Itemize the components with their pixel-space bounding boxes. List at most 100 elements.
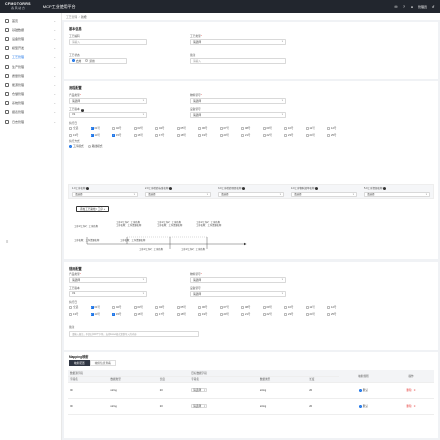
sidebar-item-7[interactable]: 能源管理 ⌄	[0, 80, 61, 89]
help-icon[interactable]: ?	[242, 186, 246, 190]
day-checkbox[interactable]: 13号	[69, 133, 91, 137]
help-icon[interactable]: ?	[403, 4, 405, 9]
sidebar-item-8[interactable]: 仓储管理 ⌄	[0, 90, 61, 99]
day-checkbox[interactable]: 24号	[305, 133, 328, 137]
day-checkbox[interactable]: 23号	[284, 133, 306, 137]
day-checkbox[interactable]: 04号	[155, 126, 177, 130]
equip-select[interactable]: 请选择 ▾	[190, 112, 286, 118]
day-checkbox[interactable]: 22号	[262, 312, 285, 316]
day-checkbox[interactable]: ✓ 14号	[90, 312, 113, 316]
trash-icon[interactable]: ✕	[413, 405, 416, 408]
user-icon[interactable]: ●	[410, 4, 414, 9]
brand-logo[interactable]: CFMOTORRS 春 风 动 力	[5, 2, 31, 10]
day-checkbox[interactable]: 25号	[327, 133, 349, 137]
day-checkbox[interactable]: 16号	[133, 312, 156, 316]
material-select[interactable]: 请选择 ▾	[190, 98, 286, 104]
day-checkbox[interactable]: 13号	[69, 312, 91, 316]
day-checkbox[interactable]: 17号	[155, 133, 177, 137]
day-checkbox[interactable]: 23号	[284, 312, 306, 316]
day-checkbox[interactable]: 07号	[219, 305, 242, 309]
sidebar-item-5[interactable]: 生产管理 ⌄	[0, 62, 61, 71]
sidebar-item-6[interactable]: 质量管理 ⌄	[0, 71, 61, 80]
day-checkbox[interactable]: 03号	[133, 126, 156, 130]
day-checkbox[interactable]: 18号	[176, 133, 199, 137]
bell-icon[interactable]: ✉	[394, 4, 398, 9]
help-icon[interactable]: ?	[169, 186, 173, 190]
rule-product-select[interactable]: 请选择 ▾	[69, 277, 147, 283]
status-off-radio[interactable]	[85, 59, 89, 63]
code-input[interactable]: 请输入	[69, 39, 147, 45]
rule-radio[interactable]	[358, 404, 362, 408]
rule-material-select[interactable]: 请选择 ▾	[190, 277, 286, 283]
day-checkbox[interactable]: ✓ 15号	[112, 312, 134, 316]
rule-version-select[interactable]: V1 ▾	[69, 291, 147, 297]
day-checkbox[interactable]: 25号	[327, 312, 349, 316]
rule-radio[interactable]	[358, 388, 362, 392]
day-checkbox[interactable]: 02号	[112, 305, 134, 309]
status-on-radio[interactable]	[72, 59, 75, 63]
help-icon[interactable]: ?	[86, 186, 90, 190]
sidebar-item-2[interactable]: 设备管理 ⌄	[0, 34, 61, 43]
sidebar-item-11[interactable]: 日志管理 ⌄	[0, 117, 61, 126]
day-checkbox[interactable]: ✓ 14号	[90, 133, 113, 137]
day-checkbox[interactable]: 21号	[241, 312, 263, 316]
help-icon[interactable]: ?	[80, 108, 84, 112]
day-checkbox[interactable]: 06号	[198, 305, 220, 309]
day-checkbox[interactable]: ✓ 01号	[90, 305, 113, 309]
day-checkbox[interactable]: 10号	[284, 305, 306, 309]
type-select[interactable]: 请选择 ▾	[190, 39, 286, 45]
sidebar-item-0[interactable]: 首页 ⌄	[0, 16, 61, 25]
day-checkbox[interactable]: 02号	[112, 126, 134, 130]
help-icon[interactable]: ?	[383, 186, 387, 190]
add-route-button[interactable]: 添加工艺路线 / 工序 +	[76, 206, 110, 212]
day-checkbox[interactable]: 05号	[176, 305, 199, 309]
stage-select[interactable]: 请选择 ▾	[145, 191, 211, 197]
logout-icon[interactable]: ↺	[431, 4, 435, 9]
sidebar-item-9[interactable]: 系统管理 ⌄	[0, 99, 61, 108]
day-checkbox[interactable]: 06号	[198, 126, 220, 130]
delete-button[interactable]: 删除	[406, 389, 412, 392]
day-checkbox[interactable]: 11号	[305, 126, 328, 130]
day-checkbox[interactable]: ✓ 01号	[90, 126, 113, 130]
day-checkbox[interactable]: 17号	[155, 312, 177, 316]
sidebar-item-3[interactable]: 模型开发 ⌄	[0, 44, 61, 53]
help-icon[interactable]: ?	[315, 186, 319, 190]
stage-select[interactable]: 请选择 ▾	[72, 191, 138, 197]
day-checkbox[interactable]: 03号	[133, 305, 156, 309]
day-checkbox[interactable]: 22号	[262, 133, 285, 137]
mode-route-radio[interactable]	[87, 144, 91, 148]
sidebar-item-1[interactable]: 基础数据 ⌄	[0, 25, 61, 34]
day-checkbox[interactable]: 19号	[198, 133, 220, 137]
day-checkbox[interactable]: 19号	[198, 312, 220, 316]
day-checkbox[interactable]: 07号	[219, 126, 242, 130]
dst-name-select[interactable]: 请选择 ▾	[191, 403, 208, 409]
day-checkbox[interactable]: 20号	[219, 133, 242, 137]
product-select[interactable]: 请选择 ▾	[69, 98, 147, 104]
version-select[interactable]: V1 ▾	[69, 112, 147, 118]
stage-select[interactable]: 请选择 ▾	[364, 191, 430, 197]
day-checkbox[interactable]: 24号	[305, 312, 328, 316]
rule-equip-select[interactable]: 请选择 ▾	[190, 291, 286, 297]
dst-name-select[interactable]: 请选择 ▾	[191, 387, 208, 393]
collapse-menu-icon[interactable]: ≡	[6, 239, 9, 244]
trash-icon[interactable]: ✕	[413, 389, 416, 392]
day-checkbox[interactable]: 11号	[305, 305, 328, 309]
day-checkbox[interactable]: 20号	[219, 312, 242, 316]
day-checkbox[interactable]: 10号	[284, 126, 306, 130]
stage-select[interactable]: 请选择 ▾	[218, 191, 284, 197]
breadcrumb-parent[interactable]: 工艺管理	[66, 14, 78, 19]
day-checkbox[interactable]: 04号	[155, 305, 177, 309]
sidebar-item-10[interactable]: 报表管理 ⌄	[0, 108, 61, 117]
day-checkbox[interactable]: 全选	[69, 126, 91, 130]
day-checkbox[interactable]: 12号	[327, 305, 349, 309]
mode-process-radio[interactable]	[69, 144, 72, 148]
day-checkbox[interactable]: ✓ 15号	[112, 133, 134, 137]
user-name[interactable]: 管理员	[417, 4, 427, 9]
day-checkbox[interactable]: 09号	[262, 305, 285, 309]
tab-mapping-config[interactable]: 映射配置	[69, 360, 90, 366]
day-checkbox[interactable]: 16号	[133, 133, 156, 137]
tab-mapping-view[interactable]: 映射信息查看	[89, 360, 116, 366]
delete-button[interactable]: 删除	[406, 405, 412, 408]
day-checkbox[interactable]: 12号	[327, 126, 349, 130]
day-checkbox[interactable]: 08号	[241, 126, 263, 130]
